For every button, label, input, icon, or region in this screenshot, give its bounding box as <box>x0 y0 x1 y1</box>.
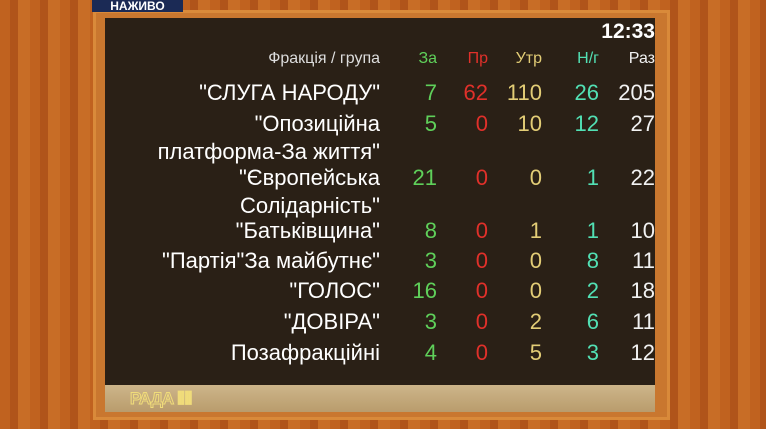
vote-za: 3 <box>424 248 437 273</box>
vote-ng: 8 <box>586 248 599 273</box>
vote-pr: 0 <box>475 248 488 273</box>
vote-utr: 0 <box>529 248 542 273</box>
vote-ng: 1 <box>586 218 599 243</box>
faction-name: "СЛУГА НАРОДУ" <box>199 80 380 105</box>
vote-utr: 2 <box>529 309 542 334</box>
vote-pr: 0 <box>475 165 488 190</box>
faction-name: "Батьківщина" <box>235 218 380 243</box>
vote-raz: 11 <box>632 248 655 273</box>
vote-pr: 0 <box>475 218 488 243</box>
vote-raz: 205 <box>618 80 655 105</box>
faction-name-line2: платформа-За життя" <box>157 139 380 164</box>
header-utr: Утр <box>515 50 542 67</box>
faction-row: "ГОЛОС" 16 0 0 2 18 <box>105 278 655 306</box>
faction-row: "Європейська 21 0 0 1 22 <box>105 165 655 193</box>
vote-ng: 1 <box>586 165 599 190</box>
faction-name: "Опозиційна <box>254 111 380 136</box>
vote-za: 16 <box>412 278 437 303</box>
vote-pr: 0 <box>475 278 488 303</box>
vote-utr: 10 <box>517 111 542 136</box>
vote-za: 7 <box>424 80 437 105</box>
vote-pr: 62 <box>463 80 488 105</box>
faction-row-continuation: платформа-За життя" <box>105 139 655 167</box>
vote-za: 21 <box>412 165 437 190</box>
vote-za: 4 <box>424 340 437 365</box>
faction-row: "СЛУГА НАРОДУ" 7 62 110 26 205 <box>105 80 655 108</box>
faction-name: "ГОЛОС" <box>289 278 380 303</box>
vote-pr: 0 <box>475 340 488 365</box>
header-raz: Раз <box>628 50 655 67</box>
vote-raz: 27 <box>630 111 655 136</box>
clock: 12:33 <box>601 20 655 43</box>
faction-name-line2: Солідарність" <box>239 193 380 218</box>
vote-raz: 18 <box>630 278 655 303</box>
vote-raz: 12 <box>630 340 655 365</box>
vote-pr: 0 <box>475 309 488 334</box>
faction-row: "Опозиційна 5 0 10 12 27 <box>105 111 655 139</box>
faction-name: "Європейська <box>238 165 380 190</box>
faction-row: "Партія"За майбутнє" 3 0 0 8 11 <box>105 248 655 276</box>
rada-logo: РАДА ⅡⅡ <box>130 389 194 409</box>
faction-name: "ДОВІРА" <box>283 309 380 334</box>
header-ng: Н/г <box>577 50 599 67</box>
board-bottom-strip <box>105 385 655 412</box>
live-badge: НАЖИВО <box>92 0 183 12</box>
vote-ng: 26 <box>574 80 599 105</box>
header-faction: Фракція / група <box>268 50 380 67</box>
vote-raz: 22 <box>630 165 655 190</box>
header-za: За <box>418 50 437 67</box>
vote-pr: 0 <box>475 111 488 136</box>
vote-ng: 12 <box>574 111 599 136</box>
vote-utr: 110 <box>506 80 542 105</box>
vote-utr: 0 <box>529 165 542 190</box>
vote-za: 5 <box>424 111 437 136</box>
faction-name: "Партія"За майбутнє" <box>162 248 380 273</box>
faction-row-continuation: Солідарність" <box>105 193 655 221</box>
vote-utr: 0 <box>529 278 542 303</box>
vote-raz: 11 <box>632 309 655 334</box>
vote-za: 3 <box>424 309 437 334</box>
vote-utr: 1 <box>529 218 542 243</box>
faction-name: Позафракційні <box>230 340 380 365</box>
vote-za: 8 <box>424 218 437 243</box>
faction-row: Позафракційні 4 0 5 3 12 <box>105 340 655 368</box>
faction-row: "Батьківщина" 8 0 1 1 10 <box>105 218 655 246</box>
vote-utr: 5 <box>529 340 542 365</box>
vote-ng: 3 <box>586 340 599 365</box>
vote-ng: 2 <box>586 278 599 303</box>
vote-ng: 6 <box>586 309 599 334</box>
voting-board <box>105 18 655 385</box>
header-pr: Пр <box>467 50 488 67</box>
faction-row: "ДОВІРА" 3 0 2 6 11 <box>105 309 655 337</box>
header-row: Фракція / група За Пр Утр Н/г Раз <box>105 50 655 78</box>
vote-raz: 10 <box>630 218 655 243</box>
